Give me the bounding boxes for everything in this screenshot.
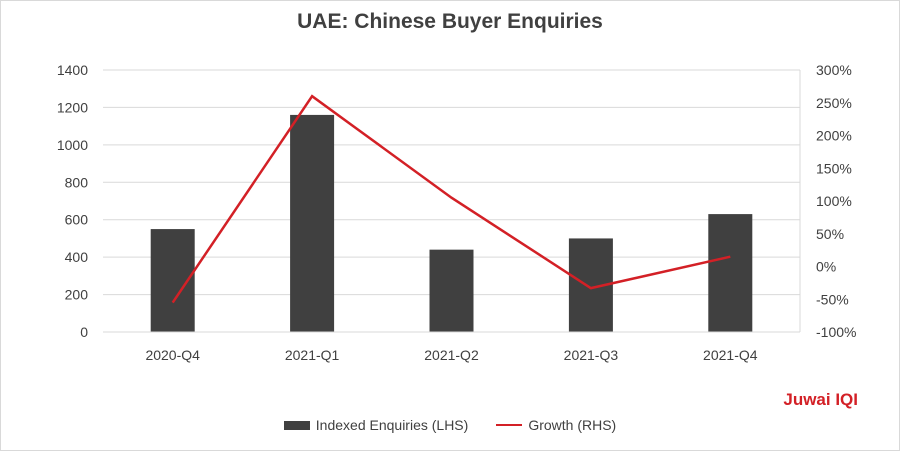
right-axis-tick-label: 100% [816,193,852,209]
right-axis-tick-label: -50% [816,291,849,307]
x-axis-tick-label: 2020-Q4 [145,347,200,363]
right-axis-tick-label: 250% [816,95,852,111]
left-axis-tick-label: 1200 [57,99,88,115]
x-axis-tick-label: 2021-Q2 [424,347,479,363]
left-axis-tick-label: 1000 [57,137,88,153]
legend-item-growth: Growth (RHS) [496,417,616,433]
right-axis-tick-label: 200% [816,128,852,144]
right-axis-tick-label: 150% [816,160,852,176]
left-axis-tick-label: 800 [65,174,89,190]
legend: Indexed Enquiries (LHS) Growth (RHS) [0,417,900,433]
left-axis-tick-label: 400 [65,249,89,265]
legend-line-swatch [496,424,523,426]
right-axis-tick-label: 50% [816,226,844,242]
left-axis-tick-label: 600 [65,212,89,228]
legend-label-growth: Growth (RHS) [528,417,617,433]
right-axis-tick-label: 300% [816,62,852,78]
left-axis-tick-label: 200 [65,287,89,303]
bar [429,249,474,332]
bar [290,114,335,333]
bar [708,214,753,332]
left-axis-tick-label: 0 [80,324,88,340]
right-axis-tick-label: -100% [816,324,856,340]
legend-item-enquiries: Indexed Enquiries (LHS) [283,417,469,433]
x-axis-tick-label: 2021-Q4 [703,347,758,363]
brand-logo: Juwai IQI [783,390,858,409]
x-axis-tick-label: 2021-Q3 [564,347,619,363]
chart-title: UAE: Chinese Buyer Enquiries [297,10,603,33]
left-axis-tick-label: 1400 [57,62,88,78]
legend-bar-swatch [283,420,310,430]
x-axis-tick-label: 2021-Q1 [285,347,340,363]
legend-label-enquiries: Indexed Enquiries (LHS) [315,417,469,433]
right-axis-tick-label: 0% [816,259,836,275]
